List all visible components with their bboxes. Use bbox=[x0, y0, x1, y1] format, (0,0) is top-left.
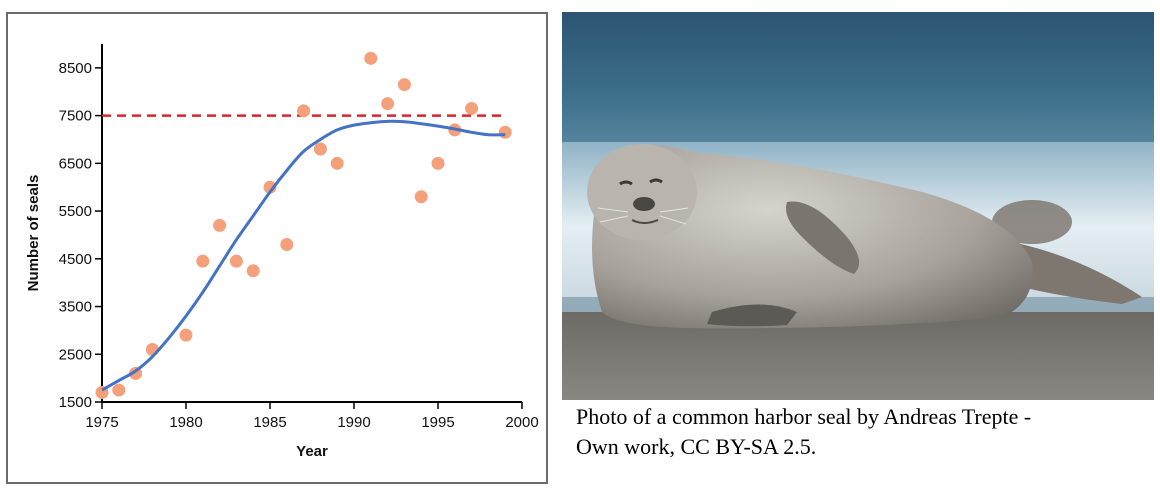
photo-caption: Photo of a common harbor seal by Andreas… bbox=[576, 402, 1156, 462]
y-tick-label: 2500 bbox=[59, 346, 92, 363]
y-tick-label: 7500 bbox=[59, 108, 92, 125]
caption-line-2: Own work, CC BY-SA 2.5. bbox=[576, 434, 817, 459]
data-point bbox=[196, 254, 210, 268]
data-point bbox=[263, 180, 277, 194]
data-point bbox=[229, 254, 243, 268]
x-tick-label: 1995 bbox=[421, 414, 454, 431]
data-point bbox=[179, 328, 193, 342]
chart-panel: 1500 2500 3500 4500 5500 6500 7500 8500 1975 1980… bbox=[6, 12, 548, 484]
x-tick-label: 2000 bbox=[505, 414, 538, 431]
axes bbox=[101, 44, 522, 403]
data-point bbox=[280, 237, 294, 251]
data-point bbox=[465, 101, 479, 115]
y-tick-label: 8500 bbox=[59, 60, 92, 77]
y-tick-label: 3500 bbox=[59, 299, 92, 316]
data-point bbox=[213, 218, 227, 232]
data-point bbox=[246, 264, 260, 278]
caption-line-1: Photo of a common harbor seal by Andreas… bbox=[576, 404, 1032, 429]
data-point bbox=[498, 125, 512, 139]
data-point bbox=[364, 51, 378, 65]
x-tick-label: 1990 bbox=[337, 414, 370, 431]
data-point bbox=[381, 97, 395, 111]
data-point bbox=[313, 142, 327, 156]
logistic-fit-curve bbox=[101, 119, 506, 392]
x-tick-label: 1985 bbox=[253, 414, 286, 431]
y-axis-label: Number of seals bbox=[25, 175, 42, 292]
x-tick-label: 1980 bbox=[169, 414, 202, 431]
data-point bbox=[297, 104, 311, 118]
x-tick-label: 1975 bbox=[85, 414, 118, 431]
y-tick-label: 1500 bbox=[59, 394, 92, 411]
x-axis-label: Year bbox=[296, 443, 328, 460]
ticks: 1500 2500 3500 4500 5500 6500 7500 8500 1975 1980… bbox=[59, 60, 539, 431]
data-points bbox=[95, 51, 512, 399]
data-point bbox=[431, 156, 445, 170]
data-point bbox=[112, 383, 126, 397]
y-tick-label: 5500 bbox=[59, 203, 92, 220]
y-tick-label: 6500 bbox=[59, 155, 92, 172]
data-point bbox=[414, 190, 428, 204]
harbor-seal-photo bbox=[562, 12, 1154, 400]
seal-population-chart: 1500 2500 3500 4500 5500 6500 7500 8500 1975 1980… bbox=[25, 44, 539, 460]
y-tick-label: 4500 bbox=[59, 251, 92, 268]
data-point bbox=[330, 156, 344, 170]
data-point bbox=[397, 78, 411, 92]
